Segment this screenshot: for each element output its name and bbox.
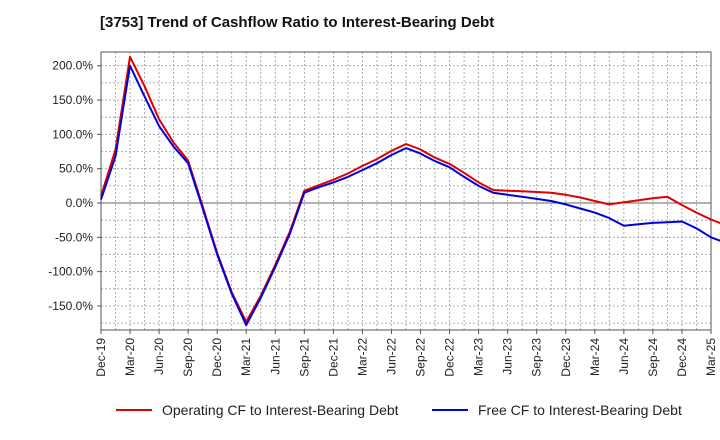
y-tick-label: 200.0% bbox=[52, 59, 93, 73]
x-tick-label: Sep-21 bbox=[297, 338, 311, 377]
y-tick-label: -50.0% bbox=[55, 230, 93, 244]
x-tick-label: Mar-21 bbox=[239, 338, 253, 376]
x-tick-label: Dec-24 bbox=[675, 338, 689, 377]
legend-item-operating-cf: Operating CF to Interest-Bearing Debt bbox=[116, 402, 399, 418]
x-tick-label: Jun-22 bbox=[384, 338, 398, 375]
series-line-free-cf bbox=[100, 64, 720, 327]
x-tick-label: Mar-23 bbox=[472, 338, 486, 376]
y-tick-label: -150.0% bbox=[48, 299, 93, 313]
x-tick-label: Sep-22 bbox=[414, 338, 428, 377]
legend-swatch-free-cf bbox=[432, 409, 468, 411]
line-chart: 200.0% 150.0% 100.0% 50.0% 0.0% -50.0% -100.0%… bbox=[48, 51, 720, 377]
x-tick-label: Jun-24 bbox=[617, 338, 631, 375]
legend-swatch-operating-cf bbox=[116, 409, 152, 411]
x-tick-label: Jun-23 bbox=[501, 338, 515, 375]
x-tick-label: Dec-19 bbox=[94, 338, 108, 377]
legend: Operating CF to Interest-Bearing Debt Fr… bbox=[0, 402, 720, 426]
plot-area bbox=[101, 52, 711, 330]
x-tick-label: Dec-20 bbox=[210, 338, 224, 377]
x-tick-label: Mar-20 bbox=[123, 338, 137, 376]
chart-title: [3753] Trend of Cashflow Ratio to Intere… bbox=[100, 14, 495, 31]
y-tick-label: 150.0% bbox=[52, 93, 93, 107]
legend-label-operating-cf: Operating CF to Interest-Bearing Debt bbox=[162, 402, 399, 418]
x-tick-label: Mar-24 bbox=[588, 338, 602, 376]
y-tick-label: -100.0% bbox=[48, 265, 93, 279]
x-tick-label: Mar-25 bbox=[704, 338, 718, 376]
legend-label-free-cf: Free CF to Interest-Bearing Debt bbox=[478, 402, 682, 418]
x-tick-label: Sep-23 bbox=[530, 338, 544, 377]
y-tick-label: 0.0% bbox=[66, 196, 94, 210]
x-tick-label: Jun-20 bbox=[152, 338, 166, 375]
x-tick-label: Jun-21 bbox=[268, 338, 282, 375]
x-tick-label: Sep-24 bbox=[646, 338, 660, 377]
legend-item-free-cf: Free CF to Interest-Bearing Debt bbox=[432, 402, 682, 418]
y-tick-label: 100.0% bbox=[52, 127, 93, 141]
x-tick-label: Mar-22 bbox=[355, 338, 369, 376]
x-tick-label: Dec-21 bbox=[326, 338, 340, 377]
x-tick-label: Dec-23 bbox=[559, 338, 573, 377]
x-tick-label: Sep-20 bbox=[181, 338, 195, 377]
x-tick-label: Dec-22 bbox=[443, 338, 457, 377]
y-tick-label: 50.0% bbox=[59, 162, 93, 176]
plot-frame bbox=[100, 51, 712, 331]
